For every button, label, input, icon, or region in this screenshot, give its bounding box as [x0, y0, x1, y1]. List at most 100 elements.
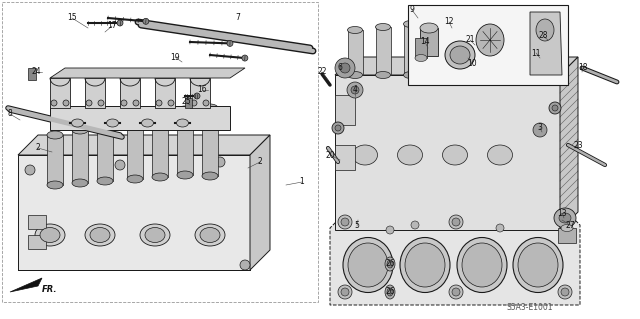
Circle shape	[558, 215, 572, 229]
Circle shape	[341, 288, 349, 296]
Ellipse shape	[457, 238, 507, 293]
Circle shape	[191, 100, 197, 106]
Circle shape	[561, 288, 569, 296]
Polygon shape	[50, 106, 230, 130]
Ellipse shape	[397, 145, 422, 165]
Ellipse shape	[152, 111, 168, 119]
Text: 7: 7	[236, 13, 241, 23]
Bar	[488, 15, 503, 75]
Ellipse shape	[376, 24, 390, 31]
Polygon shape	[530, 12, 562, 75]
Ellipse shape	[561, 225, 573, 232]
Ellipse shape	[445, 41, 475, 69]
Circle shape	[561, 218, 569, 226]
Text: 2: 2	[36, 144, 40, 152]
Circle shape	[115, 160, 125, 170]
Ellipse shape	[403, 20, 419, 27]
Text: S5A3-E1001: S5A3-E1001	[507, 302, 553, 311]
Circle shape	[168, 100, 174, 106]
Ellipse shape	[97, 177, 113, 185]
Circle shape	[549, 102, 561, 114]
Circle shape	[552, 105, 558, 111]
Polygon shape	[18, 155, 250, 270]
Ellipse shape	[442, 145, 467, 165]
Bar	[432, 21, 447, 75]
Ellipse shape	[385, 257, 395, 271]
Ellipse shape	[90, 227, 110, 242]
Text: 11: 11	[531, 48, 541, 57]
Bar	[415, 38, 427, 58]
Ellipse shape	[202, 172, 218, 180]
Ellipse shape	[202, 104, 218, 112]
Ellipse shape	[403, 71, 419, 78]
Ellipse shape	[72, 119, 83, 127]
Text: 19: 19	[170, 53, 180, 62]
Text: 15: 15	[67, 13, 77, 23]
Text: 24: 24	[31, 68, 41, 77]
Circle shape	[347, 82, 363, 98]
Ellipse shape	[431, 71, 447, 78]
Ellipse shape	[343, 238, 393, 293]
Circle shape	[51, 100, 57, 106]
Polygon shape	[335, 57, 578, 75]
Bar	[420, 28, 438, 56]
Bar	[127, 120, 143, 179]
Ellipse shape	[152, 173, 168, 181]
Bar	[85, 78, 105, 108]
Ellipse shape	[145, 227, 165, 242]
Ellipse shape	[520, 71, 536, 78]
Circle shape	[194, 93, 200, 99]
Circle shape	[332, 122, 344, 134]
Text: 18: 18	[579, 63, 588, 72]
Circle shape	[449, 215, 463, 229]
Ellipse shape	[460, 14, 474, 21]
Circle shape	[133, 100, 139, 106]
Polygon shape	[250, 135, 270, 270]
Text: 28: 28	[538, 32, 548, 41]
Circle shape	[25, 165, 35, 175]
Ellipse shape	[554, 208, 576, 228]
Bar	[47, 135, 63, 185]
Ellipse shape	[376, 71, 390, 78]
Text: 2: 2	[258, 158, 262, 167]
Ellipse shape	[462, 243, 502, 287]
Bar	[97, 125, 113, 181]
Bar	[152, 115, 168, 177]
Ellipse shape	[488, 145, 513, 165]
Ellipse shape	[518, 243, 558, 287]
Ellipse shape	[35, 224, 65, 246]
Ellipse shape	[177, 106, 193, 114]
Ellipse shape	[106, 119, 118, 127]
Bar	[202, 108, 218, 176]
Text: 10: 10	[467, 58, 477, 68]
Ellipse shape	[405, 243, 445, 287]
Ellipse shape	[559, 213, 571, 223]
Bar	[408, 5, 568, 85]
Text: 27: 27	[565, 220, 575, 229]
Circle shape	[117, 20, 123, 26]
Ellipse shape	[400, 238, 450, 293]
Ellipse shape	[127, 175, 143, 183]
Text: 12: 12	[444, 18, 454, 26]
Bar	[521, 12, 536, 75]
Ellipse shape	[385, 285, 395, 299]
Circle shape	[86, 100, 92, 106]
Circle shape	[335, 58, 355, 78]
Ellipse shape	[476, 24, 504, 56]
Circle shape	[338, 215, 352, 229]
Ellipse shape	[141, 119, 154, 127]
Bar	[72, 130, 88, 183]
Ellipse shape	[488, 71, 502, 78]
Ellipse shape	[431, 18, 447, 25]
Polygon shape	[10, 278, 42, 292]
Circle shape	[227, 41, 233, 46]
Ellipse shape	[195, 224, 225, 246]
Polygon shape	[330, 210, 580, 305]
Text: FR.: FR.	[42, 286, 58, 294]
Polygon shape	[560, 57, 578, 230]
Ellipse shape	[140, 224, 170, 246]
Polygon shape	[335, 75, 560, 230]
Ellipse shape	[47, 131, 63, 139]
Ellipse shape	[387, 288, 393, 296]
Text: 20: 20	[325, 151, 335, 160]
